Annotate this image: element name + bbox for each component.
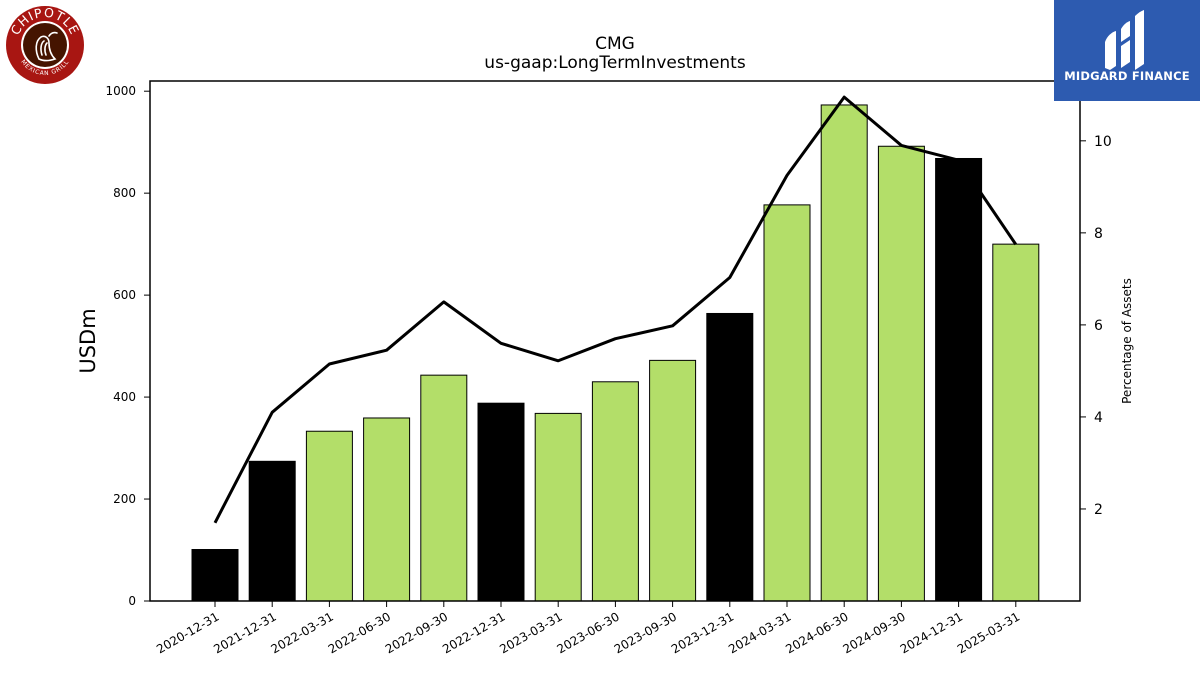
y-tick-label: 200 bbox=[113, 492, 136, 506]
x-tick-label: 2023-03-31 bbox=[497, 609, 564, 656]
midgard-emblem-icon bbox=[1105, 10, 1144, 70]
bar-2023-12-31 bbox=[706, 312, 754, 602]
x-tick-label: 2024-03-31 bbox=[726, 609, 793, 656]
bar-2024-06-30 bbox=[820, 104, 868, 602]
y2-tick-label: 4 bbox=[1094, 410, 1103, 426]
x-tick-label: 2024-06-30 bbox=[783, 609, 850, 656]
y-tick-label: 600 bbox=[113, 288, 136, 302]
bar-2023-03-31 bbox=[534, 412, 582, 602]
y-axis: 0 200 400 600 800 1000 bbox=[105, 84, 150, 608]
x-tick-label: 2024-12-31 bbox=[898, 609, 965, 656]
y-tick-label: 0 bbox=[128, 594, 136, 608]
bar-2022-03-31 bbox=[305, 430, 353, 602]
y2-tick-label: 10 bbox=[1094, 134, 1112, 150]
chipotle-logo: CHIPOTLE MEXICAN GRILL bbox=[5, 5, 85, 85]
y2-tick-label: 8 bbox=[1094, 226, 1103, 242]
pepper-icon bbox=[35, 31, 58, 62]
x-tick-label: 2023-06-30 bbox=[554, 609, 621, 656]
x-tick-label: 2022-03-31 bbox=[268, 609, 335, 656]
bar-2023-09-30 bbox=[649, 359, 697, 602]
x-tick-label: 2023-12-31 bbox=[669, 609, 736, 656]
chart-subtitle: us-gaap:LongTermInvestments bbox=[484, 53, 746, 73]
x-tick-label: 2022-06-30 bbox=[326, 609, 393, 656]
bar-2020-12-31 bbox=[191, 549, 239, 602]
y2-axis: 2 4 6 8 10 bbox=[1080, 134, 1112, 518]
x-tick-label: 2024-09-30 bbox=[840, 609, 907, 656]
bar-2025-03-31 bbox=[992, 243, 1040, 602]
bar-group bbox=[191, 104, 1040, 602]
y-tick-label: 400 bbox=[113, 390, 136, 404]
x-tick-label: 2023-09-30 bbox=[612, 609, 679, 656]
chart-title: CMG bbox=[595, 34, 635, 54]
bar-2024-12-31 bbox=[935, 157, 983, 602]
y2-axis-label: Percentage of Assets bbox=[1120, 278, 1134, 404]
x-tick-label: 2025-03-31 bbox=[955, 609, 1022, 656]
bar-2024-03-31 bbox=[763, 204, 811, 602]
x-tick-label: 2022-09-30 bbox=[383, 609, 450, 656]
brand-text: MIDGARD FINANCE bbox=[1064, 69, 1190, 83]
y2-tick-label: 6 bbox=[1094, 318, 1103, 334]
bar-2021-12-31 bbox=[248, 460, 296, 602]
bar-2024-09-30 bbox=[877, 145, 925, 602]
x-axis: 2020-12-312021-12-312022-03-312022-06-30… bbox=[154, 601, 1022, 656]
x-tick-label: 2022-12-31 bbox=[440, 609, 507, 656]
bar-2022-09-30 bbox=[420, 374, 468, 602]
x-tick-label: 2020-12-31 bbox=[154, 609, 221, 656]
y2-tick-label: 2 bbox=[1094, 502, 1103, 518]
midgard-finance-logo: MIDGARD FINANCE bbox=[1054, 0, 1200, 101]
x-tick-label: 2021-12-31 bbox=[211, 609, 278, 656]
y-axis-label: USDm bbox=[76, 308, 100, 373]
percentage-line bbox=[213, 95, 1018, 524]
y-tick-label: 800 bbox=[113, 186, 136, 200]
bar-2023-06-30 bbox=[591, 381, 639, 602]
y-tick-label: 1000 bbox=[105, 84, 136, 98]
bar-2022-12-31 bbox=[477, 402, 525, 602]
bar-2022-06-30 bbox=[363, 417, 411, 602]
